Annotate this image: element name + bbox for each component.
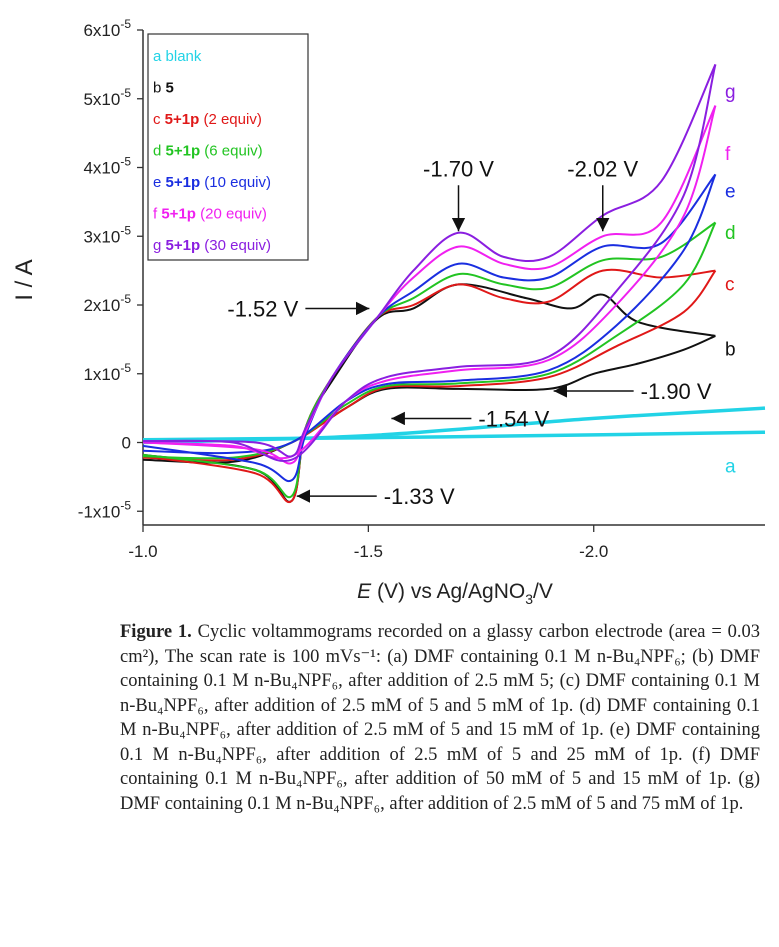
x-tick-label: -1.0	[128, 542, 157, 561]
x-axis-label-unit: /V	[533, 580, 553, 603]
legend-entry-g: g 5+1p (30 equiv)	[153, 237, 271, 254]
peak-annotation: -1.54 V	[478, 406, 549, 431]
peak-annotation: -1.52 V	[227, 296, 298, 321]
series-d-reverse-scan	[142, 221, 716, 499]
x-tick-label: -2.0	[579, 542, 608, 561]
curve-label-e: e	[725, 182, 736, 203]
legend-entry-b: b 5	[153, 80, 174, 97]
legend-box	[147, 33, 309, 261]
series-b-forward-scan	[142, 334, 716, 464]
annotation-layer: -1.70 V -2.02 V -1.52 V -1.90 V -1.54 V -1.33…	[227, 156, 712, 509]
legend-entry-e: e 5+1p (10 equiv)	[153, 174, 271, 191]
x-tick-label: -1.5	[354, 542, 383, 561]
x-axis-label-main: (V) vs Ag/AgNO	[371, 580, 525, 603]
legend-entry-d: d 5+1p (6 equiv)	[153, 143, 263, 160]
series-f-reverse-scan	[142, 105, 717, 465]
y-tick-label: 3x10-5	[83, 223, 131, 246]
axes-layer: -1x10-5 0 1x10-5 2x10-5 3x10-5 4x10-5 5x10-5 6x…	[78, 17, 765, 561]
peak-annotation: -1.90 V	[641, 379, 712, 404]
series-layer: g fed c b a	[142, 63, 766, 504]
series-g-forward-scan	[142, 64, 717, 463]
legend-entry-f: f 5+1p (20 equiv)	[153, 206, 267, 223]
series-a-reverse-scan	[142, 430, 766, 442]
series-c-forward-scan	[142, 269, 717, 462]
legend-entry-a: a blank	[153, 48, 202, 65]
series-g-reverse-scan	[142, 63, 717, 458]
y-tick-label: -1x10-5	[78, 498, 132, 521]
curve-label-b: b	[725, 340, 736, 361]
curve-label-g: g	[725, 82, 736, 103]
series-e-forward-scan	[142, 174, 717, 455]
figure-caption: Figure 1. Cyclic voltammograms recorded …	[120, 620, 760, 816]
y-tick-label: 1x10-5	[83, 361, 131, 384]
y-tick-label: 0	[122, 434, 131, 453]
y-tick-label: 6x10-5	[83, 17, 131, 40]
curve-label-f: f	[725, 144, 731, 165]
legend-entry-c: c 5+1p (2 equiv)	[153, 111, 262, 128]
peak-annotation: -2.02 V	[567, 156, 638, 181]
curve-label-d: d	[725, 223, 736, 244]
y-tick-label: 4x10-5	[83, 155, 131, 178]
x-axis-label-variable: E	[357, 580, 372, 603]
peak-annotation: -1.70 V	[423, 156, 494, 181]
caption-text: Cyclic voltammograms recorded on a glass…	[120, 622, 760, 814]
curve-label-c: c	[725, 274, 735, 295]
cyclic-voltammogram-chart: -1x10-5 0 1x10-5 2x10-5 3x10-5 4x10-5 5x10-5 6x…	[11, 17, 766, 607]
series-e-reverse-scan	[142, 173, 717, 483]
series-c-reverse-scan	[142, 268, 716, 504]
caption-label: Figure 1.	[120, 622, 192, 642]
y-tick-label: 2x10-5	[83, 292, 131, 315]
legend: a blank b 5 c 5+1p (2 equiv) d 5+1p (6 equi…	[147, 33, 309, 261]
peak-annotation: -1.33 V	[384, 484, 455, 509]
x-axis-label-subscript: 3	[525, 591, 533, 607]
y-axis-label: I / A	[11, 259, 38, 300]
y-tick-label: 5x10-5	[83, 86, 131, 109]
curve-label-a: a	[725, 457, 736, 478]
x-axis-label: E (V) vs Ag/AgNO3/V	[357, 580, 553, 607]
